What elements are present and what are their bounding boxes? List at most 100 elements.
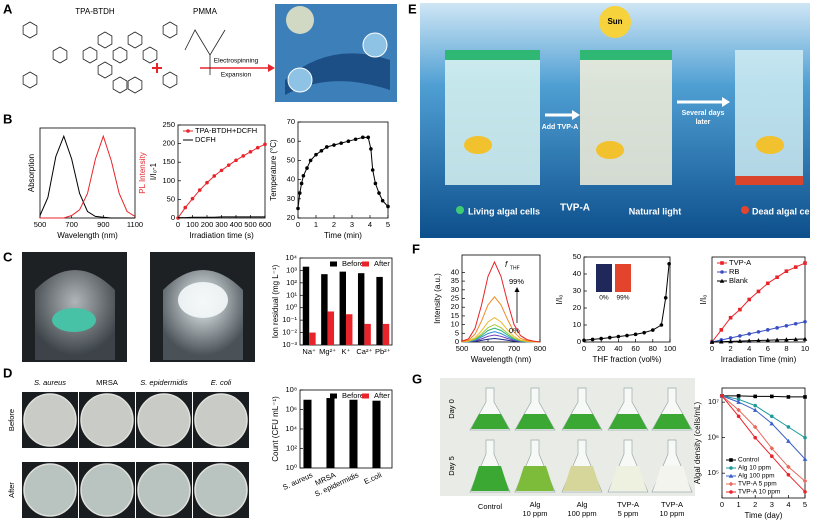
panel-label: C <box>3 249 13 264</box>
treatment-label: Alg <box>577 500 588 509</box>
marker <box>212 174 217 178</box>
x-tick-label: 5 <box>386 220 390 229</box>
y-tick-label: 40 <box>287 175 295 184</box>
culture <box>471 414 509 429</box>
marker <box>786 472 791 477</box>
petri-dish <box>80 393 134 447</box>
structure-ring <box>22 21 38 39</box>
marker <box>746 338 752 343</box>
bar <box>349 399 358 468</box>
marker <box>719 339 724 344</box>
x-tick-label: 6 <box>766 344 770 353</box>
plot-frame <box>297 121 389 219</box>
marker <box>616 334 621 339</box>
glow <box>178 282 228 318</box>
plot-frame <box>461 254 541 343</box>
marker <box>728 473 734 478</box>
marker <box>803 395 807 399</box>
marker <box>248 149 253 154</box>
y-tick-label: 70 <box>287 117 295 126</box>
marker <box>219 168 224 173</box>
marker <box>319 149 324 153</box>
y-tick-label: 10² <box>286 278 297 287</box>
culture <box>516 414 554 429</box>
bar <box>303 399 312 468</box>
y-tick-label: 150 <box>162 157 175 166</box>
marker <box>793 265 798 269</box>
x-axis-label: THF fraction (vol%) <box>593 355 662 364</box>
legend-label: TVP-A 10 ppm <box>738 489 780 496</box>
marker <box>377 191 381 195</box>
marker <box>582 338 586 343</box>
legend-label: Before <box>342 259 364 268</box>
y2-axis-label: PL Intensity <box>138 152 147 194</box>
x-tick-label: 4 <box>368 220 372 229</box>
marker <box>770 414 774 419</box>
legend-label: Natural light <box>629 206 682 216</box>
tank-treated <box>580 50 672 185</box>
fish <box>756 136 784 154</box>
series-line <box>461 296 541 343</box>
y-tick-label: 10² <box>286 443 297 452</box>
marker <box>737 338 743 343</box>
marker <box>752 424 758 430</box>
legend-swatch <box>362 393 369 399</box>
legend-label: After <box>374 259 390 268</box>
treatment-label: Control <box>478 502 503 511</box>
y-axis-label: I/I₀-1 <box>149 162 158 180</box>
marker <box>720 270 724 274</box>
series-line <box>297 136 389 209</box>
x-tick-label: 2 <box>332 220 336 229</box>
x-tick-label: S. aureus <box>281 470 314 492</box>
marker <box>765 337 771 342</box>
marker <box>736 397 741 402</box>
x-tick-label: 4 <box>747 344 751 353</box>
y-tick-label: 50 <box>167 194 175 203</box>
strain-name: S. aureus <box>34 378 66 387</box>
y-axis-label: Temperature (°C) <box>269 139 278 201</box>
petri-dish <box>137 463 191 517</box>
marker <box>753 394 757 399</box>
y-tick-label: 50 <box>573 252 581 261</box>
structure-ring <box>97 31 113 49</box>
x-tick-label: 600 <box>259 220 272 229</box>
row-label: After <box>7 482 16 498</box>
scene-sun <box>286 6 314 34</box>
y-tick-label: 25 <box>451 293 459 302</box>
marker <box>756 330 761 334</box>
series-line <box>178 216 265 219</box>
culture <box>471 466 509 491</box>
marker <box>633 332 638 337</box>
marker <box>651 328 655 332</box>
step-label: later <box>696 119 711 126</box>
marker <box>308 158 313 163</box>
marker <box>369 147 373 151</box>
legend-label: TVP-A <box>560 203 590 214</box>
legend-label: Control <box>738 457 760 464</box>
series-line <box>722 395 805 398</box>
x-tick-label: 1 <box>314 220 318 229</box>
treatment-label: Alg <box>530 500 541 509</box>
y-tick-label: 50 <box>287 155 295 164</box>
marker <box>753 403 757 408</box>
sun <box>599 6 631 38</box>
structure-ring <box>162 71 178 89</box>
marker <box>366 135 371 140</box>
sun-label: Sun <box>607 17 622 26</box>
annotation-arrow-head <box>514 287 520 292</box>
x-tick-label: 500 <box>456 344 469 353</box>
marker <box>729 490 733 494</box>
structure-ring <box>127 31 143 49</box>
x-tick-label: Na⁺ <box>302 347 316 356</box>
y-axis-label: Algal density (cells/mL) <box>693 402 702 485</box>
y-axis-label: Count (CFU mL⁻¹) <box>271 396 280 462</box>
legend-swatch <box>330 261 337 267</box>
structure-ring <box>52 46 68 64</box>
x-tick-label: 700 <box>508 344 521 353</box>
y-tick-label: 250 <box>162 120 175 129</box>
structure-ring <box>127 76 143 94</box>
marker <box>380 198 385 203</box>
inset-label: 99% <box>616 295 629 302</box>
marker <box>803 319 807 324</box>
marker <box>784 337 789 342</box>
